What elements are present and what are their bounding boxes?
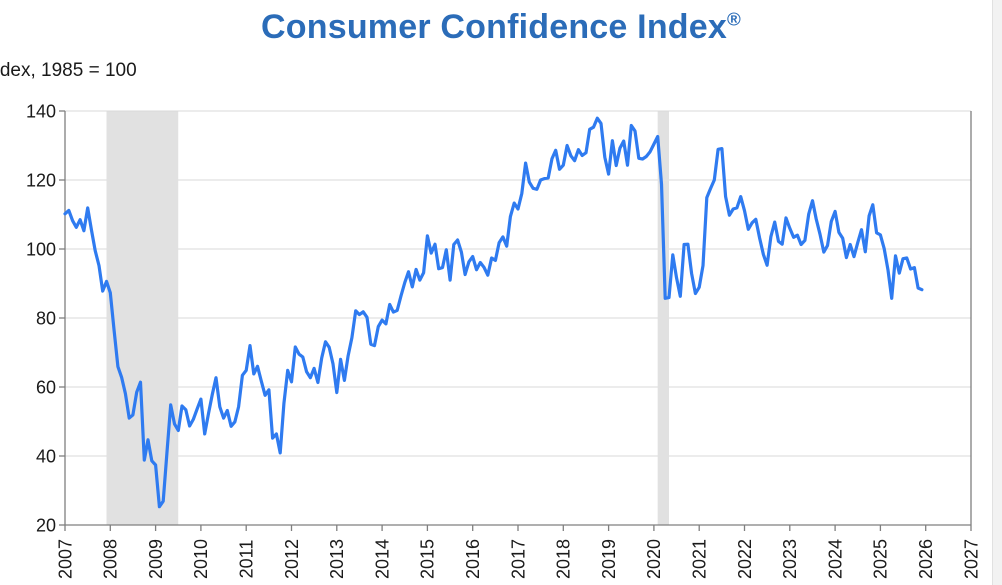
x-tick-label: 2021	[690, 539, 710, 579]
x-tick-label: 2027	[961, 539, 981, 579]
recession-band	[657, 111, 669, 525]
x-tick-label: 2013	[327, 539, 347, 579]
x-tick-label: 2017	[508, 539, 528, 579]
page-title-text: Consumer Confidence Index	[261, 8, 727, 46]
x-tick-label: 2023	[780, 539, 800, 579]
x-tick-label: 2014	[372, 539, 392, 579]
y-tick-label: 60	[36, 377, 56, 397]
x-tick-label: 2009	[146, 539, 166, 579]
y-tick-label: 120	[26, 170, 56, 190]
x-tick-label: 2007	[55, 539, 75, 579]
x-tick-label: 2019	[599, 539, 619, 579]
x-tick-label: 2025	[871, 539, 891, 579]
x-tick-label: 2008	[101, 539, 121, 579]
y-tick-label: 80	[36, 308, 56, 328]
x-tick-label: 2015	[418, 539, 438, 579]
scrollbar-track[interactable]	[992, 0, 1002, 585]
y-tick-label: 40	[36, 446, 56, 466]
x-tick-label: 2024	[825, 539, 845, 579]
x-tick-label: 2016	[463, 539, 483, 579]
x-tick-label: 2020	[644, 539, 664, 579]
x-tick-label: 2018	[554, 539, 574, 579]
y-tick-label: 140	[26, 101, 56, 121]
page-title: Consumer Confidence Index®	[0, 8, 1002, 47]
x-tick-label: 2022	[735, 539, 755, 579]
x-tick-label: 2026	[916, 539, 936, 579]
y-tick-label: 100	[26, 239, 56, 259]
x-tick-label: 2011	[236, 540, 256, 579]
y-tick-label: 20	[36, 515, 56, 535]
y-axis-note: Index, 1985 = 100	[0, 60, 137, 81]
x-tick-label: 2010	[191, 539, 211, 579]
registered-trademark-symbol: ®	[726, 8, 741, 30]
confidence-index-line	[63, 116, 924, 509]
x-tick-label: 2012	[282, 539, 302, 579]
